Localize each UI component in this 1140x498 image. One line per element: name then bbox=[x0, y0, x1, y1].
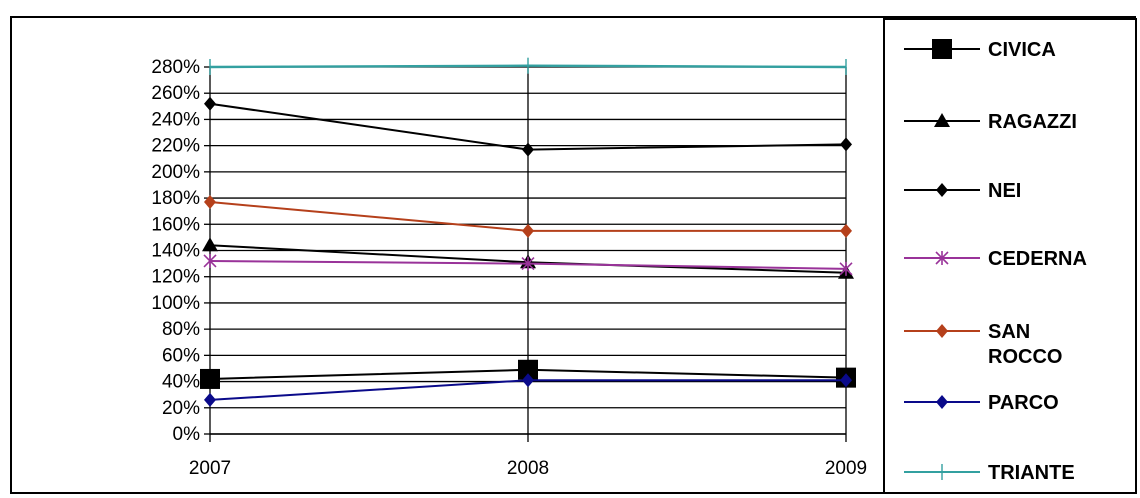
series-civica bbox=[200, 359, 856, 389]
legend-marker bbox=[935, 251, 949, 265]
data-point bbox=[203, 253, 217, 268]
y-tick-label: 80% bbox=[162, 319, 200, 340]
series-parco bbox=[204, 373, 852, 407]
series-nei bbox=[204, 96, 852, 157]
data-point bbox=[521, 256, 535, 271]
data-point bbox=[202, 237, 218, 252]
y-tick-label: 160% bbox=[151, 214, 200, 235]
series-cederna bbox=[203, 253, 853, 276]
y-tick-label: 20% bbox=[162, 398, 200, 419]
legend-marker bbox=[932, 39, 952, 59]
y-tick-label: 120% bbox=[151, 267, 200, 288]
data-point bbox=[522, 223, 534, 238]
y-tick-label: 40% bbox=[162, 372, 200, 393]
data-point bbox=[840, 137, 852, 152]
x-tick-label: 2008 bbox=[507, 458, 549, 479]
legend-item: SAN ROCCO bbox=[904, 321, 1062, 368]
data-point bbox=[200, 368, 220, 389]
y-tick-label: 60% bbox=[162, 345, 200, 366]
legend-item: RAGAZZI bbox=[904, 111, 1077, 133]
legend-label: SAN ROCCO bbox=[988, 321, 1062, 368]
y-tick-label: 220% bbox=[151, 136, 200, 157]
y-tick-label: 140% bbox=[151, 241, 200, 262]
axes bbox=[204, 66, 846, 435]
legend-item: NEI bbox=[904, 180, 1021, 202]
x-tick-label: 2009 bbox=[825, 458, 867, 479]
y-tick-label: 100% bbox=[151, 293, 200, 314]
legend: CIVICA RAGAZZI NEI CEDERNA SAN ROCCO PARCO TRIA… bbox=[883, 18, 1137, 494]
legend-item: CEDERNA bbox=[904, 248, 1087, 270]
y-tick-label: 280% bbox=[151, 57, 200, 78]
data-point bbox=[204, 392, 216, 407]
data-point bbox=[840, 223, 852, 238]
x-tick-label: 2007 bbox=[189, 458, 231, 479]
legend-label: CIVICA bbox=[988, 39, 1056, 61]
legend-marker bbox=[936, 324, 948, 338]
y-tick-label: 260% bbox=[151, 83, 200, 104]
y-tick-label: 200% bbox=[151, 162, 200, 183]
data-point bbox=[839, 261, 853, 276]
series-group bbox=[200, 57, 856, 407]
legend-item: TRIANTE bbox=[904, 462, 1075, 484]
data-point bbox=[840, 373, 852, 388]
legend-label: CEDERNA bbox=[988, 248, 1087, 270]
y-tick-label: 180% bbox=[151, 188, 200, 209]
y-tick-label: 0% bbox=[173, 424, 201, 445]
data-point bbox=[204, 195, 216, 210]
line-chart: 0% 20% 40% 60% 80% 100% 120% 140% 160% 180% 200% 22… bbox=[151, 18, 1137, 494]
legend-label: NEI bbox=[988, 180, 1021, 202]
legend-item: CIVICA bbox=[904, 39, 1056, 61]
legend-label: RAGAZZI bbox=[988, 111, 1077, 133]
data-point bbox=[522, 373, 534, 388]
series-san-rocco bbox=[204, 195, 852, 238]
grid-lines bbox=[209, 66, 847, 442]
legend-box bbox=[883, 18, 1137, 494]
chart-frame: 0% 20% 40% 60% 80% 100% 120% 140% 160% 180% 200% 22… bbox=[10, 16, 1137, 494]
series-triante bbox=[209, 57, 847, 75]
data-point bbox=[204, 96, 216, 111]
legend-label: PARCO bbox=[988, 392, 1059, 414]
x-tick-labels: 2007 2008 2009 bbox=[189, 458, 867, 479]
y-tick-labels: 0% 20% 40% 60% 80% 100% 120% 140% 160% 180% 200% 22… bbox=[151, 57, 200, 445]
y-tick-label: 240% bbox=[151, 109, 200, 130]
legend-marker bbox=[936, 183, 948, 197]
legend-item: PARCO bbox=[904, 392, 1059, 414]
data-point bbox=[522, 142, 534, 157]
legend-marker bbox=[934, 113, 950, 127]
data-point bbox=[518, 359, 538, 380]
legend-marker bbox=[936, 395, 948, 409]
legend-label: TRIANTE bbox=[988, 462, 1075, 484]
